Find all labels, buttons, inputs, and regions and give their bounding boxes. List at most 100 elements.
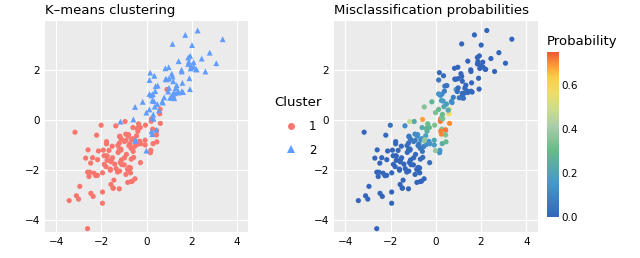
Point — [124, 143, 134, 148]
Point — [125, 171, 136, 175]
Point — [99, 154, 109, 158]
Point — [458, 96, 468, 100]
Point — [451, 87, 461, 92]
Point — [115, 135, 125, 139]
Point — [186, 66, 196, 70]
Point — [185, 54, 195, 58]
Point — [415, 146, 426, 150]
Point — [132, 126, 143, 130]
Point — [121, 172, 131, 176]
Point — [84, 174, 94, 179]
Point — [147, 129, 157, 133]
Point — [129, 144, 140, 149]
Point — [120, 156, 130, 160]
Point — [120, 119, 130, 124]
Point — [415, 171, 425, 175]
Point — [186, 64, 196, 68]
Point — [84, 170, 95, 174]
Point — [422, 126, 432, 131]
Point — [168, 74, 178, 78]
Point — [116, 147, 126, 151]
Point — [466, 89, 476, 93]
Point — [134, 141, 144, 145]
Point — [406, 158, 416, 162]
Point — [457, 91, 467, 95]
Point — [412, 180, 422, 184]
Point — [187, 43, 197, 47]
Point — [500, 61, 511, 65]
Point — [435, 151, 445, 155]
Point — [135, 125, 145, 130]
Point — [390, 140, 401, 144]
Point — [415, 138, 426, 142]
Point — [425, 142, 435, 146]
Point — [438, 117, 448, 121]
Point — [397, 156, 407, 160]
Point — [449, 66, 460, 70]
Point — [436, 127, 447, 131]
Point — [456, 96, 467, 100]
Point — [123, 134, 133, 138]
Point — [157, 99, 168, 103]
Point — [424, 139, 434, 143]
Point — [119, 163, 129, 167]
Point — [435, 148, 445, 152]
Point — [149, 74, 159, 78]
Point — [168, 93, 179, 97]
Point — [481, 67, 491, 71]
Point — [152, 84, 163, 88]
Point — [441, 128, 451, 133]
Point — [147, 116, 157, 120]
Point — [132, 140, 143, 144]
Point — [177, 89, 187, 93]
Text: K–means clustering: K–means clustering — [45, 4, 175, 17]
Point — [164, 86, 174, 90]
Point — [402, 170, 412, 174]
Legend: 1, 2: 1, 2 — [264, 87, 331, 166]
Point — [130, 177, 140, 181]
Point — [163, 90, 173, 94]
Point — [493, 51, 504, 55]
Point — [435, 93, 445, 98]
Point — [127, 179, 138, 183]
Point — [410, 132, 420, 136]
Point — [108, 186, 118, 190]
Point — [120, 140, 130, 144]
Point — [436, 116, 447, 120]
Point — [429, 123, 440, 127]
Point — [412, 167, 422, 172]
Point — [438, 74, 449, 78]
Point — [405, 148, 415, 152]
Point — [180, 33, 190, 37]
Point — [444, 121, 454, 125]
Point — [403, 141, 413, 145]
Point — [145, 151, 156, 155]
Point — [387, 171, 397, 175]
Point — [138, 100, 148, 104]
Point — [394, 168, 404, 172]
Point — [132, 126, 143, 131]
Point — [183, 55, 193, 60]
Point — [402, 143, 412, 148]
Point — [148, 112, 158, 117]
Point — [106, 160, 116, 164]
Point — [88, 156, 98, 160]
Point — [170, 91, 180, 95]
Point — [422, 126, 432, 130]
Point — [106, 158, 116, 162]
Point — [141, 111, 152, 115]
Point — [104, 148, 114, 152]
Point — [442, 84, 452, 88]
Point — [155, 112, 165, 116]
Point — [472, 55, 483, 60]
Point — [490, 69, 500, 74]
Point — [442, 102, 452, 106]
Point — [452, 90, 463, 94]
Point — [462, 89, 472, 93]
Point — [412, 133, 422, 137]
Point — [402, 150, 412, 155]
Point — [400, 167, 410, 171]
Point — [417, 149, 428, 154]
Point — [160, 66, 170, 70]
Point — [395, 182, 405, 187]
